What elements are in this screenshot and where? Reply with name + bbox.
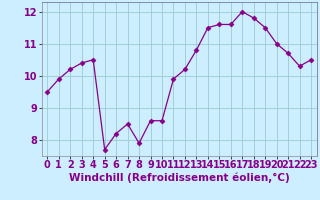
X-axis label: Windchill (Refroidissement éolien,°C): Windchill (Refroidissement éolien,°C) bbox=[69, 173, 290, 183]
